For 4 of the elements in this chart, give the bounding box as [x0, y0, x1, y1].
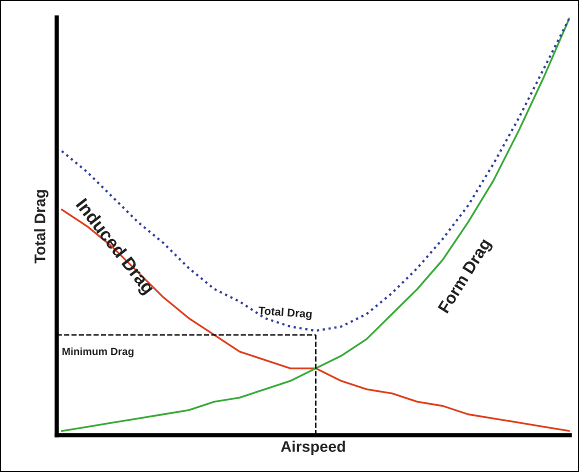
y-axis-title: Total Drag — [34, 190, 48, 264]
series-label: Total Drag — [258, 306, 312, 320]
ref-line-label: Minimum Drag — [62, 347, 134, 358]
x-axis-title: Airspeed — [280, 440, 345, 455]
